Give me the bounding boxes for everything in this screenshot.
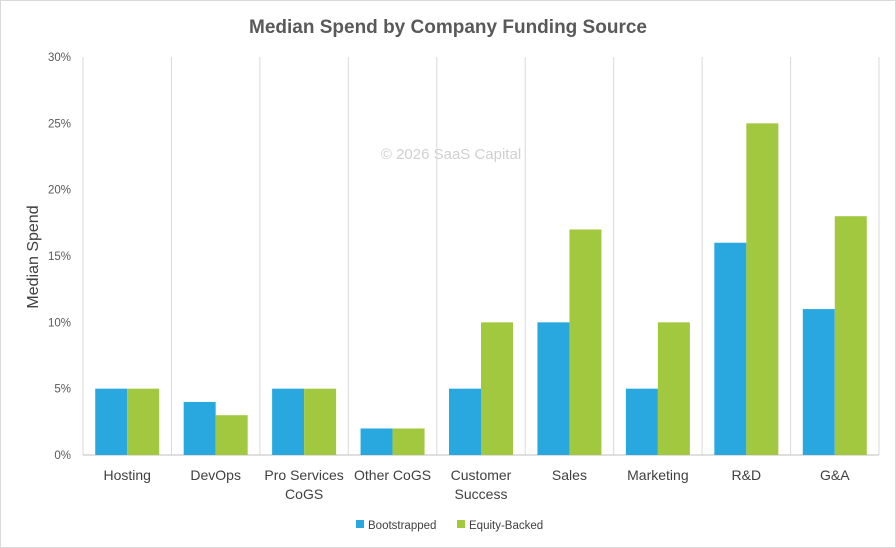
x-category-labels: Hosting DevOps Pro Services CoGS Other CoGS C…: [103, 467, 850, 502]
bar-equity-backed: [215, 415, 248, 455]
bar-bootstrapped: [183, 401, 216, 455]
bar-equity-backed: [569, 229, 602, 455]
legend-swatch: [457, 520, 465, 528]
legend-label: Equity-Backed: [469, 520, 543, 532]
bar-bootstrapped: [360, 428, 393, 455]
legend-swatch: [356, 520, 364, 528]
y-tick-label: 10%: [48, 317, 71, 329]
bar-bootstrapped: [537, 322, 570, 455]
x-category-label: Customer Success: [451, 467, 512, 502]
x-category-label: DevOps: [190, 467, 241, 483]
bar-bootstrapped: [714, 242, 747, 455]
x-category-label: Sales: [552, 467, 587, 483]
bar-bootstrapped: [272, 388, 305, 455]
bar-equity-backed: [304, 388, 337, 455]
y-tick-labels: 0% 5% 10% 15% 20% 25% 30%: [48, 52, 71, 462]
bar-equity-backed: [392, 428, 425, 455]
y-tick-label: 15%: [48, 251, 71, 263]
x-category-label: G&A: [820, 467, 850, 483]
bar-equity-backed: [834, 216, 867, 455]
bar-equity-backed: [746, 123, 779, 455]
y-tick-label: 30%: [48, 52, 71, 64]
legend: Bootstrapped Equity-Backed: [356, 520, 543, 532]
x-category-label: Marketing: [627, 467, 688, 483]
bar-bootstrapped: [95, 388, 128, 455]
bars: [95, 123, 867, 455]
bar-bootstrapped: [625, 388, 658, 455]
legend-label: Bootstrapped: [368, 520, 436, 532]
x-category-label: R&D: [732, 467, 762, 483]
y-tick-label: 5%: [54, 384, 71, 396]
bar-bootstrapped: [802, 309, 835, 455]
chart-title: Median Spend by Company Funding Source: [249, 17, 647, 38]
x-category-label: Pro Services CoGS: [264, 467, 343, 502]
x-category-label: Hosting: [103, 467, 150, 483]
y-tick-label: 20%: [48, 185, 71, 197]
bar-equity-backed: [657, 322, 690, 455]
y-tick-label: 0%: [54, 450, 71, 462]
y-axis-label: Median Spend: [25, 205, 42, 308]
y-tick-label: 25%: [48, 118, 71, 130]
bar-equity-backed: [481, 322, 513, 455]
bar-equity-backed: [127, 388, 160, 455]
watermark: © 2026 SaaS Capital: [381, 146, 521, 163]
x-category-label: Other CoGS: [354, 467, 431, 483]
bar-bootstrapped: [449, 388, 481, 455]
